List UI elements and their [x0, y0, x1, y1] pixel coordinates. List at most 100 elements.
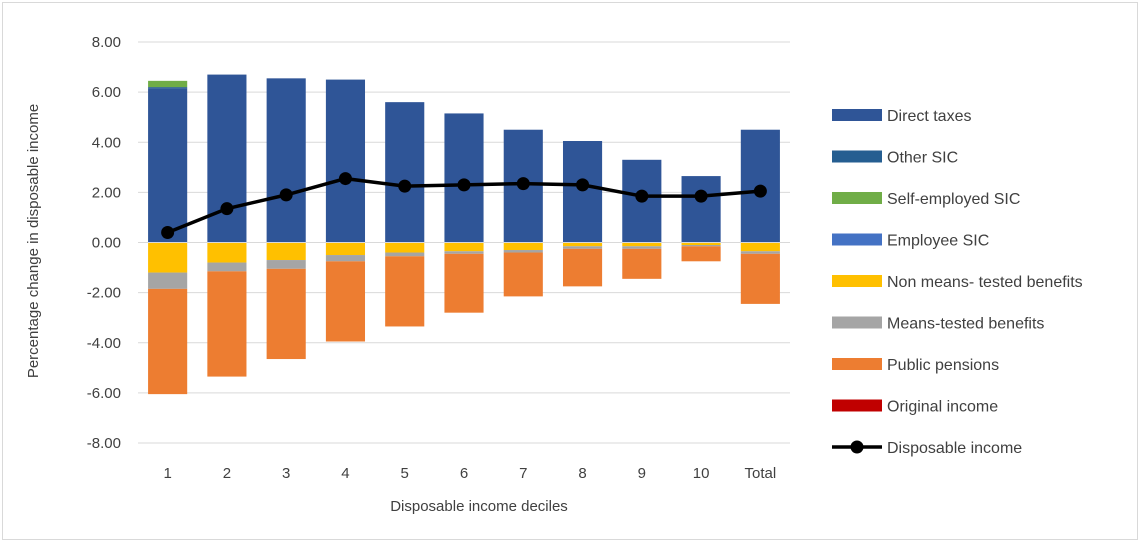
- bar-segment-means-tested-benefits-10: [681, 245, 721, 247]
- legend-item-means-tested-benefits: Means-tested benefits: [832, 316, 1044, 333]
- bar-segment-direct-taxes-5: [385, 102, 425, 243]
- disposable-income-point: [398, 179, 412, 193]
- legend-label: Disposable income: [887, 440, 1022, 457]
- y-tick-label: -6.00: [87, 385, 121, 402]
- legend-label: Original income: [887, 399, 998, 416]
- y-tick-label: -8.00: [87, 435, 121, 452]
- legend-swatch: [832, 109, 882, 121]
- x-tick-label: 8: [578, 465, 586, 482]
- bar-segment-public-pensions-2: [207, 271, 247, 377]
- bar-segment-direct-taxes-4: [325, 79, 366, 243]
- bar-segment-public-pensions-9: [622, 248, 662, 279]
- bar-segment-public-pensions-6: [444, 253, 484, 313]
- legend-item-direct-taxes: Direct taxes: [832, 108, 971, 125]
- legend-marker: [850, 440, 864, 454]
- bar-segment-public-pensions-8: [562, 248, 603, 287]
- bar-segment-non-means-tested-benefits-9: [622, 242, 662, 247]
- x-axis-ticks: 1 2 3 4 5 6 7 8 9 10 Total: [163, 465, 776, 482]
- bars: [148, 74, 780, 395]
- bar-segment-means-tested-benefits-8: [562, 246, 603, 249]
- y-tick-label: 4.00: [92, 134, 121, 151]
- bar-segment-means-tested-benefits-9: [622, 246, 662, 249]
- bar-segment-means-tested-benefits-3: [266, 260, 306, 269]
- x-tick-label: 7: [519, 465, 527, 482]
- x-tick-label: Total: [745, 465, 777, 482]
- legend-label: Non means- tested benefits: [887, 274, 1083, 291]
- bar-segment-non-means-tested-benefits-4: [325, 242, 366, 256]
- bar-segment-public-pensions-4: [325, 261, 366, 342]
- legend-item-self-employed-sic: Self-employed SIC: [832, 191, 1020, 208]
- disposable-income-point: [279, 188, 293, 202]
- bar-segment-non-means-tested-benefits-1: [148, 242, 188, 273]
- bar-segment-direct-taxes-8: [562, 140, 603, 243]
- disposable-income-point: [516, 177, 530, 191]
- disposable-income-point: [635, 189, 649, 203]
- legend-item-disposable-income: Disposable income: [832, 440, 1022, 457]
- legend-item-other-sic: Other SIC: [832, 150, 958, 167]
- legend-label: Other SIC: [887, 150, 958, 167]
- bar-segment-public-pensions-Total: [740, 253, 780, 304]
- bar-segment-means-tested-benefits-6: [444, 251, 484, 254]
- disposable-income-point: [220, 202, 234, 216]
- x-tick-label: 5: [401, 465, 409, 482]
- bar-segment-direct-taxes-6: [444, 113, 484, 243]
- x-tick-label: 2: [223, 465, 231, 482]
- x-tick-label: 9: [638, 465, 646, 482]
- legend-swatch: [832, 399, 882, 412]
- legend-swatch: [832, 358, 882, 370]
- x-tick-label: 4: [341, 465, 349, 482]
- y-tick-label: -2.00: [87, 285, 121, 302]
- bar-segment-means-tested-benefits-Total: [740, 251, 780, 254]
- legend-swatch: [832, 316, 882, 329]
- y-axis-title: Percentage change in disposable income: [25, 104, 42, 378]
- legend-label: Direct taxes: [887, 108, 971, 125]
- bar-segment-public-pensions-3: [266, 268, 306, 360]
- x-tick-label: 10: [693, 465, 710, 482]
- bar-segment-means-tested-benefits-1: [148, 272, 188, 289]
- bar-segment-public-pensions-10: [681, 246, 721, 262]
- legend-swatch: [832, 275, 882, 287]
- legend-label: Public pensions: [887, 357, 999, 374]
- x-tick-label: 1: [163, 465, 171, 482]
- legend-label: Means-tested benefits: [887, 316, 1044, 333]
- bar-segment-non-means-tested-benefits-7: [503, 242, 543, 251]
- disposable-income-point: [753, 184, 767, 198]
- x-tick-label: 6: [460, 465, 468, 482]
- bar-segment-direct-taxes-3: [266, 78, 306, 243]
- bar-segment-non-means-tested-benefits-10: [681, 242, 721, 246]
- legend-swatch: [832, 150, 882, 163]
- legend: Direct taxes Other SIC Self-employed SIC Em…: [832, 108, 1083, 457]
- bar-segment-other-sic-1: [148, 87, 188, 89]
- bar-segment-non-means-tested-benefits-8: [562, 242, 603, 247]
- bar-segment-direct-taxes-2: [207, 74, 247, 243]
- disposable-income-point: [338, 172, 352, 186]
- bar-segment-public-pensions-1: [148, 288, 188, 395]
- bar-segment-non-means-tested-benefits-6: [444, 242, 484, 252]
- bar-segment-non-means-tested-benefits-5: [385, 242, 425, 253]
- y-tick-label: 6.00: [92, 84, 121, 101]
- bar-segment-means-tested-benefits-2: [207, 262, 247, 272]
- x-tick-label: 3: [282, 465, 290, 482]
- legend-item-public-pensions: Public pensions: [832, 357, 999, 374]
- bar-segment-means-tested-benefits-4: [325, 255, 366, 262]
- y-tick-label: 2.00: [92, 184, 121, 201]
- bar-segment-means-tested-benefits-7: [503, 250, 543, 253]
- bar-segment-non-means-tested-benefits-2: [207, 242, 247, 263]
- y-tick-label: 0.00: [92, 235, 121, 252]
- bar-segment-direct-taxes-10: [681, 176, 721, 243]
- disposable-income-line: [161, 172, 767, 239]
- disposable-income-point: [694, 189, 708, 203]
- bar-segment-public-pensions-5: [385, 256, 425, 327]
- disposable-income-point: [161, 225, 175, 239]
- legend-swatch: [832, 192, 882, 204]
- disposable-income-point: [576, 178, 590, 192]
- legend-item-original-income: Original income: [832, 399, 998, 416]
- bar-segment-non-means-tested-benefits-Total: [740, 242, 780, 252]
- disposable-income-point: [457, 178, 471, 192]
- legend-label: Employee SIC: [887, 233, 989, 250]
- bar-segment-non-means-tested-benefits-3: [266, 242, 306, 261]
- legend-item-non-means-tested-benefits: Non means- tested benefits: [832, 274, 1083, 291]
- bar-segment-means-tested-benefits-5: [385, 252, 425, 257]
- legend-item-employee-sic: Employee SIC: [832, 233, 989, 250]
